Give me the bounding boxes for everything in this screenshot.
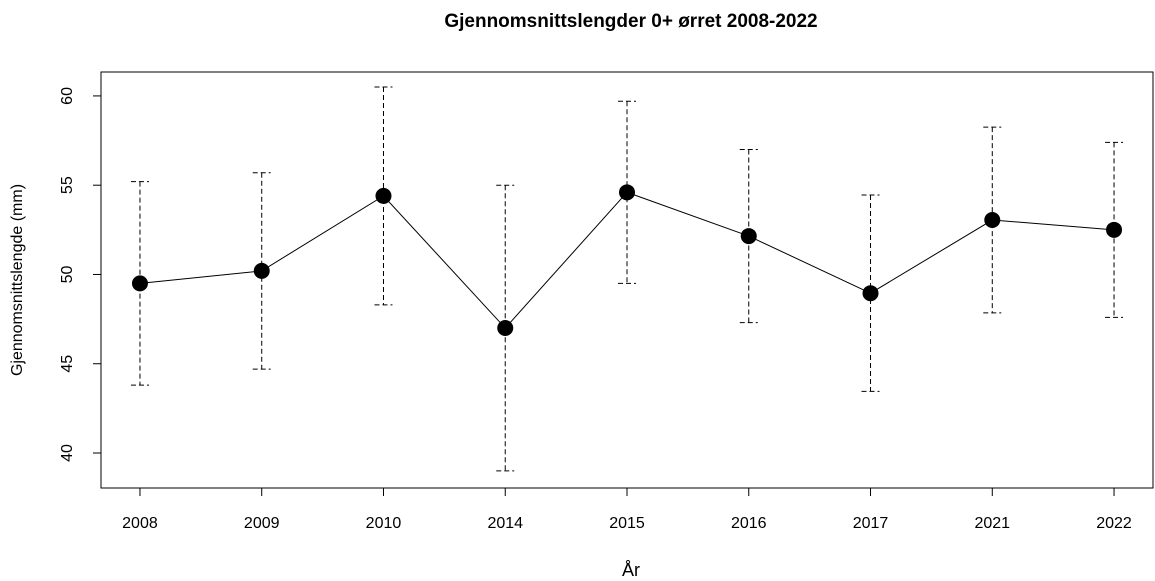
y-tick-label: 40 bbox=[59, 444, 76, 462]
error-bar bbox=[1105, 141, 1124, 318]
x-tick-label: 2017 bbox=[853, 515, 889, 532]
x-tick-label: 2008 bbox=[122, 515, 158, 532]
data-point bbox=[740, 228, 757, 245]
y-axis-label: Gjennomsnittslengde (mm) bbox=[9, 184, 26, 376]
x-tick-label: 2016 bbox=[731, 515, 767, 532]
error-bar bbox=[496, 184, 515, 472]
y-tick-label: 50 bbox=[59, 265, 76, 283]
data-point bbox=[862, 285, 879, 302]
data-point bbox=[619, 184, 635, 201]
error-bar bbox=[130, 181, 149, 386]
error-bar bbox=[739, 148, 758, 324]
x-tick-label: 2009 bbox=[244, 515, 280, 532]
data-point bbox=[253, 262, 270, 279]
x-axis-label: År bbox=[622, 560, 640, 580]
x-tick-label: 2015 bbox=[609, 515, 645, 532]
data-point bbox=[497, 320, 514, 337]
data-line bbox=[139, 191, 1115, 329]
x-tick-label: 2014 bbox=[487, 515, 523, 532]
x-tick-label: 2022 bbox=[1096, 515, 1132, 532]
data-point bbox=[984, 212, 1001, 229]
data-point bbox=[1106, 221, 1123, 238]
data-point bbox=[375, 187, 392, 204]
data-point bbox=[131, 275, 148, 292]
x-tick-label: 2010 bbox=[366, 515, 402, 532]
y-tick-label: 55 bbox=[59, 176, 76, 194]
y-tick-label: 60 bbox=[59, 87, 76, 105]
x-tick-label: 2021 bbox=[974, 515, 1010, 532]
chart-title: Gjennomsnittslengder 0+ ørret 2008-2022 bbox=[444, 11, 817, 32]
y-tick-label: 45 bbox=[59, 355, 76, 373]
